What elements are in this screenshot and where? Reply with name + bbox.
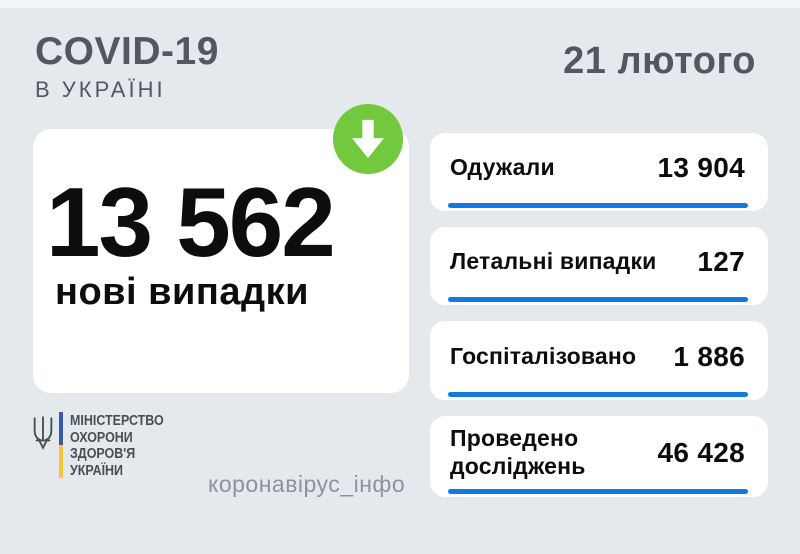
flag-bar — [59, 412, 63, 478]
ministry-name: МІНІСТЕРСТВО ОХОРОНИ ЗДОРОВ'Я УКРАЇНИ — [70, 413, 164, 479]
ministry-logo-block: МІНІСТЕРСТВО ОХОРОНИ ЗДОРОВ'Я УКРАЇНИ — [30, 412, 179, 479]
stat-value: 46 428 — [657, 436, 745, 468]
stat-underline — [448, 203, 748, 208]
brand-block: COVID-19 В УКРАЇНІ — [35, 32, 219, 101]
stat-label: Госпіталізовано — [450, 342, 637, 369]
stat-value: 127 — [697, 246, 745, 277]
stat-value: 13 904 — [657, 152, 745, 183]
flag-yellow-segment — [59, 445, 63, 478]
top-strip — [0, 0, 800, 8]
page-title: COVID-19 — [35, 30, 219, 73]
tryzub-icon — [33, 416, 53, 450]
stat-label: Летальні випадки — [450, 248, 657, 275]
stat-underline — [448, 392, 748, 397]
new-cases-card: 13 562 нові випадки — [33, 104, 409, 393]
flag-blue-segment — [59, 412, 63, 445]
stat-card-recovered: Одужали 13 904 — [430, 133, 768, 211]
stat-card-hospitalized: Госпіталізовано 1 886 — [430, 321, 768, 400]
date-label: 21 лютого — [563, 40, 756, 82]
watermark-label: коронавірус_інфо — [208, 471, 406, 497]
stat-underline — [448, 297, 748, 302]
stat-label: Проведено досліджень — [450, 424, 586, 479]
stat-label: Одужали — [450, 154, 555, 181]
new-cases-label: нові випадки — [55, 271, 309, 313]
stat-underline — [448, 489, 748, 494]
arrow-down-icon — [352, 119, 384, 159]
stat-card-tests: Проведено досліджень 46 428 — [430, 416, 768, 497]
stat-value: 1 886 — [673, 340, 745, 372]
trend-down-badge — [333, 104, 403, 174]
page-subtitle: В УКРАЇНІ — [35, 77, 166, 102]
new-cases-value: 13 562 — [46, 167, 336, 277]
stat-card-lethal: Летальні випадки 127 — [430, 227, 768, 305]
